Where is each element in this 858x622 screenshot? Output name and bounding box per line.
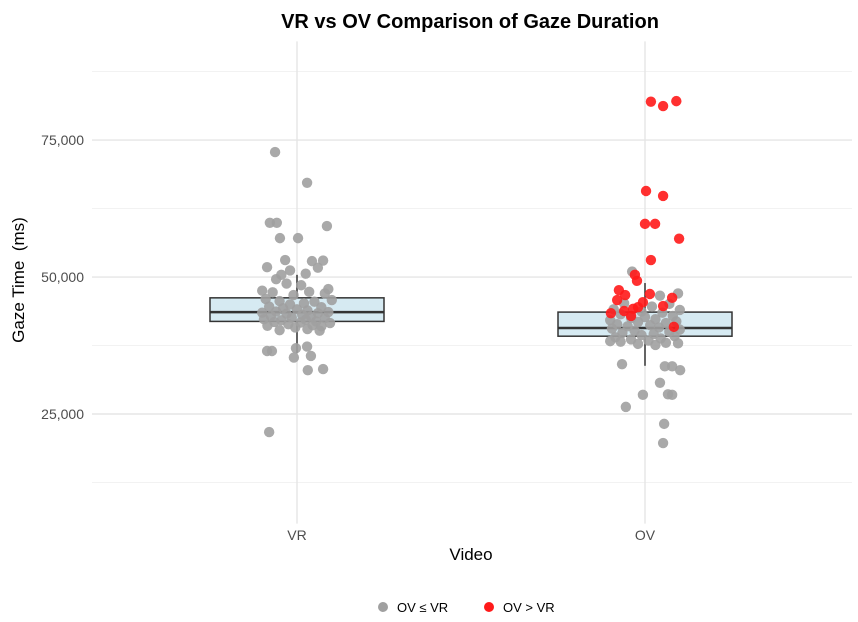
point-vr xyxy=(279,254,291,266)
point-vr xyxy=(281,278,292,289)
point-vr xyxy=(321,220,333,232)
point-vr xyxy=(305,350,317,362)
gridlines xyxy=(92,41,852,524)
point-ov-red xyxy=(639,218,651,230)
point-vr xyxy=(263,426,275,438)
legend-marker-gray xyxy=(378,602,388,612)
point-ov-red xyxy=(632,301,644,313)
legend-marker-red xyxy=(484,602,494,612)
point-ov-red xyxy=(673,233,685,244)
point-ov-gray xyxy=(660,337,672,348)
point-ov-gray xyxy=(632,338,644,350)
point-ov-gray xyxy=(674,304,685,316)
point-vr xyxy=(314,325,325,336)
point-ov-red xyxy=(649,218,661,230)
point-vr xyxy=(301,341,313,352)
point-vr xyxy=(274,324,285,336)
point-ov-gray xyxy=(636,329,647,341)
point-ov-gray xyxy=(620,401,632,413)
point-vr xyxy=(261,261,273,273)
point-vr xyxy=(300,268,311,279)
y-tick-labels: 25,000 50,000 75,000 xyxy=(41,132,84,422)
point-ov-red xyxy=(645,254,657,266)
point-ov-red xyxy=(657,300,669,312)
y-axis-label: Gaze Time (ms) xyxy=(9,217,28,343)
point-vr xyxy=(267,287,278,298)
point-vr xyxy=(262,320,273,331)
point-ov-red xyxy=(645,96,657,107)
point-vr xyxy=(288,352,300,363)
point-ov-gray xyxy=(666,389,678,401)
x-tick-labels: VR OV xyxy=(287,527,655,543)
point-ov-red xyxy=(625,310,637,322)
point-ov-gray xyxy=(645,320,656,331)
point-ov-gray xyxy=(658,418,670,430)
point-ov-gray xyxy=(632,316,644,328)
point-ov-gray xyxy=(666,361,678,372)
point-ov-red xyxy=(657,100,669,112)
point-vr xyxy=(295,280,307,291)
jitter-points xyxy=(257,95,686,449)
point-vr xyxy=(301,177,313,188)
point-ov-red xyxy=(611,294,623,306)
point-ov-red xyxy=(668,321,680,333)
point-vr xyxy=(284,265,296,276)
point-vr xyxy=(257,285,268,296)
point-ov-gray xyxy=(674,364,686,376)
point-vr xyxy=(302,364,313,376)
point-vr xyxy=(317,363,329,375)
point-vr xyxy=(271,217,283,228)
point-ov-red xyxy=(631,275,643,287)
point-ov-gray xyxy=(650,339,661,351)
x-tick-label: OV xyxy=(635,527,656,543)
x-tick-label: VR xyxy=(287,527,306,543)
y-tick-label: 75,000 xyxy=(41,132,84,148)
y-tick-label: 50,000 xyxy=(41,269,84,285)
point-vr xyxy=(292,232,304,244)
point-vr xyxy=(302,323,313,335)
legend-label-ov-le-vr: OV ≤ VR xyxy=(397,600,448,615)
point-ov-gray xyxy=(615,336,626,347)
point-ov-red xyxy=(644,288,656,300)
point-ov-red xyxy=(605,307,617,319)
point-vr xyxy=(266,345,278,357)
point-ov-gray xyxy=(616,358,628,370)
point-ov-red xyxy=(671,95,682,107)
point-ov-gray xyxy=(659,361,671,372)
legend-label-ov-gt-vr: OV > VR xyxy=(503,600,555,615)
point-vr xyxy=(317,255,329,266)
y-tick-label: 25,000 xyxy=(41,406,84,422)
point-vr xyxy=(326,294,337,306)
point-vr xyxy=(288,289,299,301)
point-vr xyxy=(274,232,286,244)
point-ov-gray xyxy=(646,301,658,312)
legend: OV ≤ VR OV > VR xyxy=(378,600,555,615)
point-ov-gray xyxy=(605,335,616,347)
point-ov-red xyxy=(619,289,631,301)
point-ov-red xyxy=(666,292,678,304)
point-ov-gray xyxy=(672,338,684,349)
point-vr xyxy=(290,322,301,333)
point-vr xyxy=(303,286,315,298)
point-vr xyxy=(270,274,282,285)
point-ov-gray xyxy=(637,389,649,401)
point-ov-gray xyxy=(654,377,666,388)
point-vr xyxy=(324,317,336,329)
point-vr xyxy=(269,146,281,158)
x-axis-label: Video xyxy=(449,545,492,564)
point-ov-gray xyxy=(606,323,618,334)
chart-title: VR vs OV Comparison of Gaze Duration xyxy=(281,11,659,33)
point-ov-red xyxy=(657,190,669,202)
point-vr xyxy=(309,296,320,307)
point-vr xyxy=(290,343,302,354)
point-ov-red xyxy=(640,185,652,197)
point-ov-gray xyxy=(657,437,669,449)
point-ov-gray xyxy=(654,290,666,301)
point-vr xyxy=(312,262,324,273)
point-vr xyxy=(319,288,331,299)
